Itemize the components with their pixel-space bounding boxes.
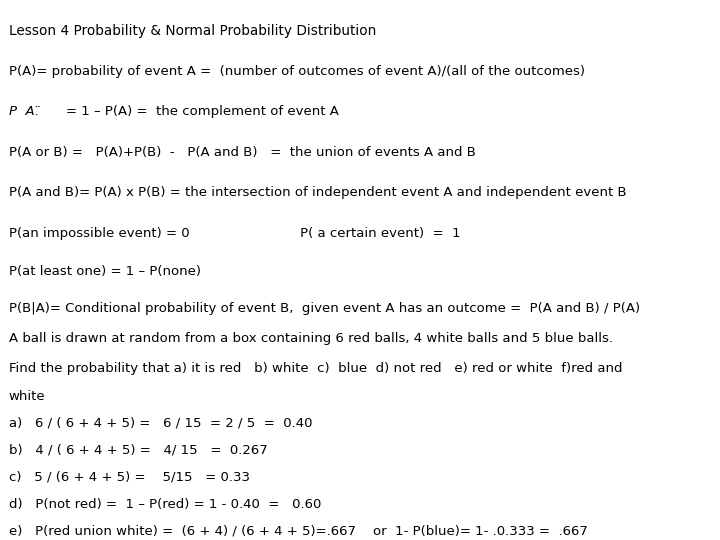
Text: white: white <box>9 390 45 403</box>
Text: d)   P(not red) =  1 – P(red) = 1 - 0.40  =   0.60: d) P(not red) = 1 – P(red) = 1 - 0.40 = … <box>9 498 321 511</box>
Text: P  A.̈: P A.̈ <box>9 105 39 118</box>
Text: P(A and B)= P(A) x P(B) = the intersection of independent event A and independen: P(A and B)= P(A) x P(B) = the intersecti… <box>9 186 626 199</box>
Text: P(B|A)= Conditional probability of event B,  given event A has an outcome =  P(A: P(B|A)= Conditional probability of event… <box>9 302 640 315</box>
Text: c)   5 / (6 + 4 + 5) =    5/15   = 0.33: c) 5 / (6 + 4 + 5) = 5/15 = 0.33 <box>9 471 250 484</box>
Text: a)   6 / ( 6 + 4 + 5) =   6 / 15  = 2 / 5  =  0.40: a) 6 / ( 6 + 4 + 5) = 6 / 15 = 2 / 5 = 0… <box>9 417 312 430</box>
Text: = 1 – P(A) =  the complement of event A: = 1 – P(A) = the complement of event A <box>66 105 339 118</box>
Text: P(A)= probability of event A =  (number of outcomes of event A)/(all of the outc: P(A)= probability of event A = (number o… <box>9 65 585 78</box>
Text: P(A or B) =   P(A)+P(B)  -   P(A and B)   =  the union of events A and B: P(A or B) = P(A)+P(B) - P(A and B) = the… <box>9 146 475 159</box>
Text: Lesson 4 Probability & Normal Probability Distribution: Lesson 4 Probability & Normal Probabilit… <box>9 24 376 38</box>
Text: P(an impossible event) = 0                          P( a certain event)  =  1: P(an impossible event) = 0 P( a certain … <box>9 227 460 240</box>
Text: Find the probability that a) it is red   b) white  c)  blue  d) not red   e) red: Find the probability that a) it is red b… <box>9 362 622 375</box>
Text: b)   4 / ( 6 + 4 + 5) =   4/ 15   =  0.267: b) 4 / ( 6 + 4 + 5) = 4/ 15 = 0.267 <box>9 444 267 457</box>
Text: P(at least one) = 1 – P(none): P(at least one) = 1 – P(none) <box>9 265 201 278</box>
Text: e)   P(red union white) =  (6 + 4) / (6 + 4 + 5)=.667    or  1- P(blue)= 1- .0.3: e) P(red union white) = (6 + 4) / (6 + 4… <box>9 525 588 538</box>
Text: A ball is drawn at random from a box containing 6 red balls, 4 white balls and 5: A ball is drawn at random from a box con… <box>9 332 613 345</box>
